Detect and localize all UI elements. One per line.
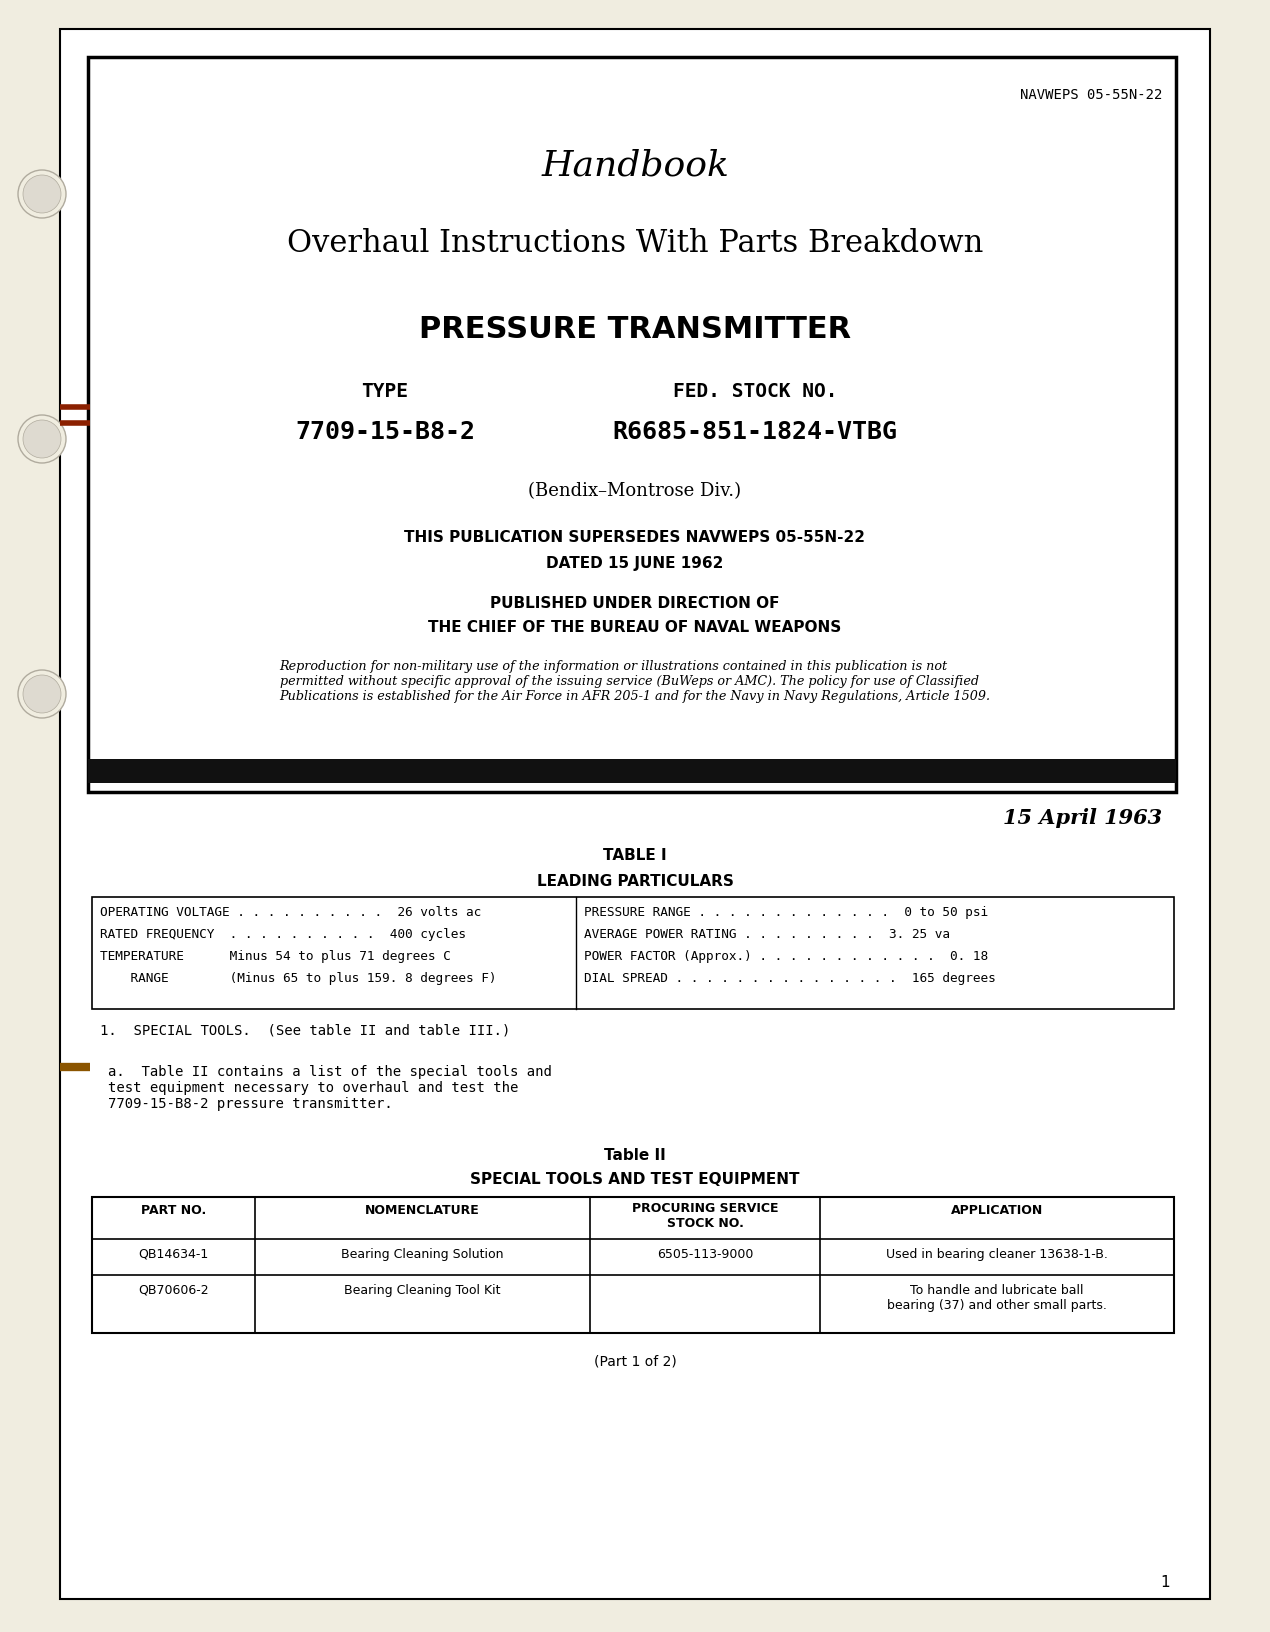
Text: 1: 1 xyxy=(1161,1573,1170,1590)
Text: PRESSURE RANGE . . . . . . . . . . . . .  0 to 50 psi: PRESSURE RANGE . . . . . . . . . . . . .… xyxy=(584,906,988,919)
Text: PART NO.: PART NO. xyxy=(141,1203,206,1216)
Text: DATED 15 JUNE 1962: DATED 15 JUNE 1962 xyxy=(546,555,724,571)
Text: (Bendix–Montrose Div.): (Bendix–Montrose Div.) xyxy=(528,481,742,499)
Text: TEMPERATURE      Minus 54 to plus 71 degrees C: TEMPERATURE Minus 54 to plus 71 degrees … xyxy=(100,950,451,963)
FancyBboxPatch shape xyxy=(91,1198,1173,1333)
Text: TABLE I: TABLE I xyxy=(603,847,667,862)
Text: DIAL SPREAD . . . . . . . . . . . . . . .  165 degrees: DIAL SPREAD . . . . . . . . . . . . . . … xyxy=(584,971,996,984)
Text: POWER FACTOR (Approx.) . . . . . . . . . . . .  0. 18: POWER FACTOR (Approx.) . . . . . . . . .… xyxy=(584,950,988,963)
FancyBboxPatch shape xyxy=(88,759,1176,783)
Text: a.  Table II contains a list of the special tools and
test equipment necessary t: a. Table II contains a list of the speci… xyxy=(108,1064,552,1111)
FancyBboxPatch shape xyxy=(91,898,1173,1009)
Circle shape xyxy=(23,676,61,713)
Text: PUBLISHED UNDER DIRECTION OF: PUBLISHED UNDER DIRECTION OF xyxy=(490,596,780,610)
Text: APPLICATION: APPLICATION xyxy=(951,1203,1043,1216)
FancyBboxPatch shape xyxy=(60,29,1210,1599)
Text: 6505-113-9000: 6505-113-9000 xyxy=(657,1247,753,1260)
Text: SPECIAL TOOLS AND TEST EQUIPMENT: SPECIAL TOOLS AND TEST EQUIPMENT xyxy=(470,1172,800,1186)
Text: Bearing Cleaning Solution: Bearing Cleaning Solution xyxy=(342,1247,504,1260)
Text: Overhaul Instructions With Parts Breakdown: Overhaul Instructions With Parts Breakdo… xyxy=(287,228,983,259)
Text: 15 April 1963: 15 April 1963 xyxy=(1003,808,1162,827)
Text: R6685-851-1824-VTBG: R6685-851-1824-VTBG xyxy=(612,419,898,444)
Text: Table II: Table II xyxy=(605,1147,665,1162)
Text: Bearing Cleaning Tool Kit: Bearing Cleaning Tool Kit xyxy=(344,1283,500,1296)
Circle shape xyxy=(18,416,66,463)
Text: QB14634-1: QB14634-1 xyxy=(138,1247,208,1260)
Text: (Part 1 of 2): (Part 1 of 2) xyxy=(593,1355,677,1368)
Text: RANGE        (Minus 65 to plus 159. 8 degrees F): RANGE (Minus 65 to plus 159. 8 degrees F… xyxy=(100,971,497,984)
Text: Handbook: Handbook xyxy=(541,149,729,181)
Text: QB70606-2: QB70606-2 xyxy=(138,1283,208,1296)
Text: TYPE: TYPE xyxy=(362,382,409,401)
Text: 1.  SPECIAL TOOLS.  (See table II and table III.): 1. SPECIAL TOOLS. (See table II and tabl… xyxy=(100,1023,511,1038)
Circle shape xyxy=(18,171,66,219)
Text: Used in bearing cleaner 13638-1-B.: Used in bearing cleaner 13638-1-B. xyxy=(886,1247,1107,1260)
Text: To handle and lubricate ball
bearing (37) and other small parts.: To handle and lubricate ball bearing (37… xyxy=(886,1283,1107,1310)
Text: NAVWEPS 05-55N-22: NAVWEPS 05-55N-22 xyxy=(1020,88,1162,101)
Text: PRESSURE TRANSMITTER: PRESSURE TRANSMITTER xyxy=(419,315,851,344)
Circle shape xyxy=(23,176,61,214)
Text: RATED FREQUENCY  . . . . . . . . . .  400 cycles: RATED FREQUENCY . . . . . . . . . . 400 … xyxy=(100,927,466,940)
FancyBboxPatch shape xyxy=(88,59,1176,793)
Circle shape xyxy=(18,671,66,718)
Text: 7709-15-B8-2: 7709-15-B8-2 xyxy=(295,419,475,444)
Text: AVERAGE POWER RATING . . . . . . . . .  3. 25 va: AVERAGE POWER RATING . . . . . . . . . 3… xyxy=(584,927,950,940)
Text: THE CHIEF OF THE BUREAU OF NAVAL WEAPONS: THE CHIEF OF THE BUREAU OF NAVAL WEAPONS xyxy=(428,620,842,635)
Text: THIS PUBLICATION SUPERSEDES NAVWEPS 05-55N-22: THIS PUBLICATION SUPERSEDES NAVWEPS 05-5… xyxy=(405,530,865,545)
Text: Reproduction for non-military use of the information or illustrations contained : Reproduction for non-military use of the… xyxy=(279,659,991,702)
Text: OPERATING VOLTAGE . . . . . . . . . .  26 volts ac: OPERATING VOLTAGE . . . . . . . . . . 26… xyxy=(100,906,481,919)
Text: LEADING PARTICULARS: LEADING PARTICULARS xyxy=(536,873,734,888)
Text: NOMENCLATURE: NOMENCLATURE xyxy=(366,1203,480,1216)
Circle shape xyxy=(23,421,61,459)
Text: FED. STOCK NO.: FED. STOCK NO. xyxy=(673,382,837,401)
Text: PROCURING SERVICE
STOCK NO.: PROCURING SERVICE STOCK NO. xyxy=(631,1201,779,1229)
